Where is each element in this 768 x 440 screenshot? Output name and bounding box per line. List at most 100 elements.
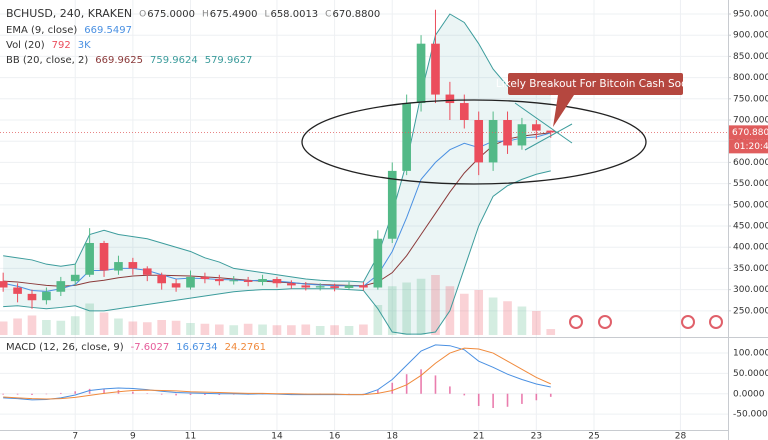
indicator-name: EMA (9, close) — [6, 25, 77, 36]
volume-bar — [315, 326, 325, 335]
callout-box[interactable] — [508, 73, 683, 95]
y-tick-label: -50.0000 — [733, 410, 768, 420]
y-tick-label: 300.0000 — [733, 285, 768, 295]
volume-bar — [99, 312, 109, 335]
volume-bar — [0, 321, 8, 335]
y-tick-label: 850.0000 — [733, 52, 768, 62]
histogram-bar — [2, 393, 4, 395]
y-tick-label: 500.0000 — [733, 200, 768, 210]
histogram-bar — [16, 393, 19, 395]
volume-bar — [27, 315, 37, 335]
volume-bar — [128, 321, 138, 335]
candle-body — [229, 280, 239, 282]
y-tick-label: 450.0000 — [733, 222, 768, 232]
callout-text: Likely Breakout For Bitcoin Cash Soon — [496, 78, 694, 90]
volume-bar — [459, 293, 469, 335]
candle-body — [402, 103, 411, 171]
countdown-box — [729, 139, 768, 154]
indicator-value: 669.5497 — [84, 25, 132, 36]
event-icon[interactable] — [681, 315, 695, 329]
event-icon[interactable] — [598, 315, 612, 329]
trend-line[interactable] — [524, 123, 573, 151]
y-tick-label: 900.0000 — [733, 31, 768, 41]
candle-body — [373, 238, 383, 288]
candle-body — [0, 281, 8, 288]
mark-layer — [0, 9, 728, 409]
y-tick-label: 250.0000 — [733, 306, 768, 316]
histogram-bar — [31, 393, 33, 395]
candle-body — [387, 170, 397, 239]
candle-body — [171, 283, 181, 288]
last-price-label: 670.8800 — [732, 128, 768, 138]
histogram-bar — [449, 386, 451, 394]
indicator-name: MACD (12, 26, close, 9) — [6, 342, 124, 353]
bb-lower — [3, 170, 551, 335]
x-tick-label: 9 — [130, 432, 136, 440]
volume-bar — [344, 326, 354, 335]
ohlc-label: C — [325, 10, 331, 20]
candle-body — [56, 281, 66, 292]
candle-body — [445, 94, 455, 104]
histogram-bar — [45, 393, 48, 395]
indicator-value: 24.2761 — [225, 342, 266, 353]
histogram-bar — [60, 392, 62, 394]
trend-line[interactable] — [514, 102, 573, 144]
candle-body — [186, 276, 195, 288]
histogram-bar — [377, 390, 379, 394]
x-tick-label: 18 — [387, 432, 399, 440]
histogram-bar — [189, 393, 192, 395]
candle-body — [27, 293, 37, 301]
candle-body — [532, 124, 541, 131]
candle-body — [546, 130, 556, 133]
candle-body — [359, 285, 368, 288]
volume-bar — [503, 301, 512, 335]
histogram-bar — [521, 393, 523, 404]
candle-body — [459, 103, 469, 121]
volume-bar — [171, 320, 181, 335]
volume-bar — [258, 324, 267, 335]
candle-body — [416, 43, 426, 104]
histogram-bar — [132, 391, 134, 394]
candle-body — [330, 286, 339, 288]
volume-bar — [13, 318, 22, 335]
indicator-value: 759.9624 — [150, 55, 198, 66]
volume-bar — [387, 286, 397, 335]
x-tick-label: 16 — [329, 432, 341, 440]
ellipse-drawing[interactable] — [301, 99, 647, 185]
indicator-value: 669.9625 — [95, 55, 143, 66]
candle-body — [42, 291, 51, 301]
candle-body — [214, 279, 224, 282]
indicator-value: 16.6734 — [176, 342, 217, 353]
volume-bar — [359, 324, 368, 335]
y-tick-label: 800.0000 — [733, 73, 768, 83]
volume-bar — [330, 325, 339, 335]
volume-bar — [488, 297, 498, 335]
event-icon[interactable] — [709, 315, 723, 329]
histogram-bar — [391, 382, 394, 394]
event-icon[interactable] — [569, 315, 583, 329]
candle-body — [488, 120, 498, 163]
ohlc-value: 675.0000 — [147, 9, 195, 20]
y-tick-label: 350.0000 — [733, 264, 768, 274]
candle-body — [13, 287, 22, 294]
y-tick-label: 750.0000 — [733, 94, 768, 104]
candle-body — [70, 274, 80, 282]
histogram-bar — [103, 389, 105, 394]
last-price-box — [729, 125, 768, 140]
ohlc-label: O — [139, 10, 146, 20]
volume-bar — [517, 306, 527, 335]
histogram-bar — [362, 393, 365, 395]
histogram-bar — [506, 393, 509, 407]
histogram-bar — [74, 391, 77, 394]
indicator-value: 792 — [52, 40, 71, 51]
candle-body — [474, 120, 484, 163]
ohlc-value: 675.4900 — [210, 9, 258, 20]
volume-bar — [56, 320, 66, 335]
candle-body — [517, 124, 527, 146]
histogram-bar — [420, 369, 422, 394]
candle-body — [243, 280, 253, 282]
volume-bar — [272, 325, 282, 335]
